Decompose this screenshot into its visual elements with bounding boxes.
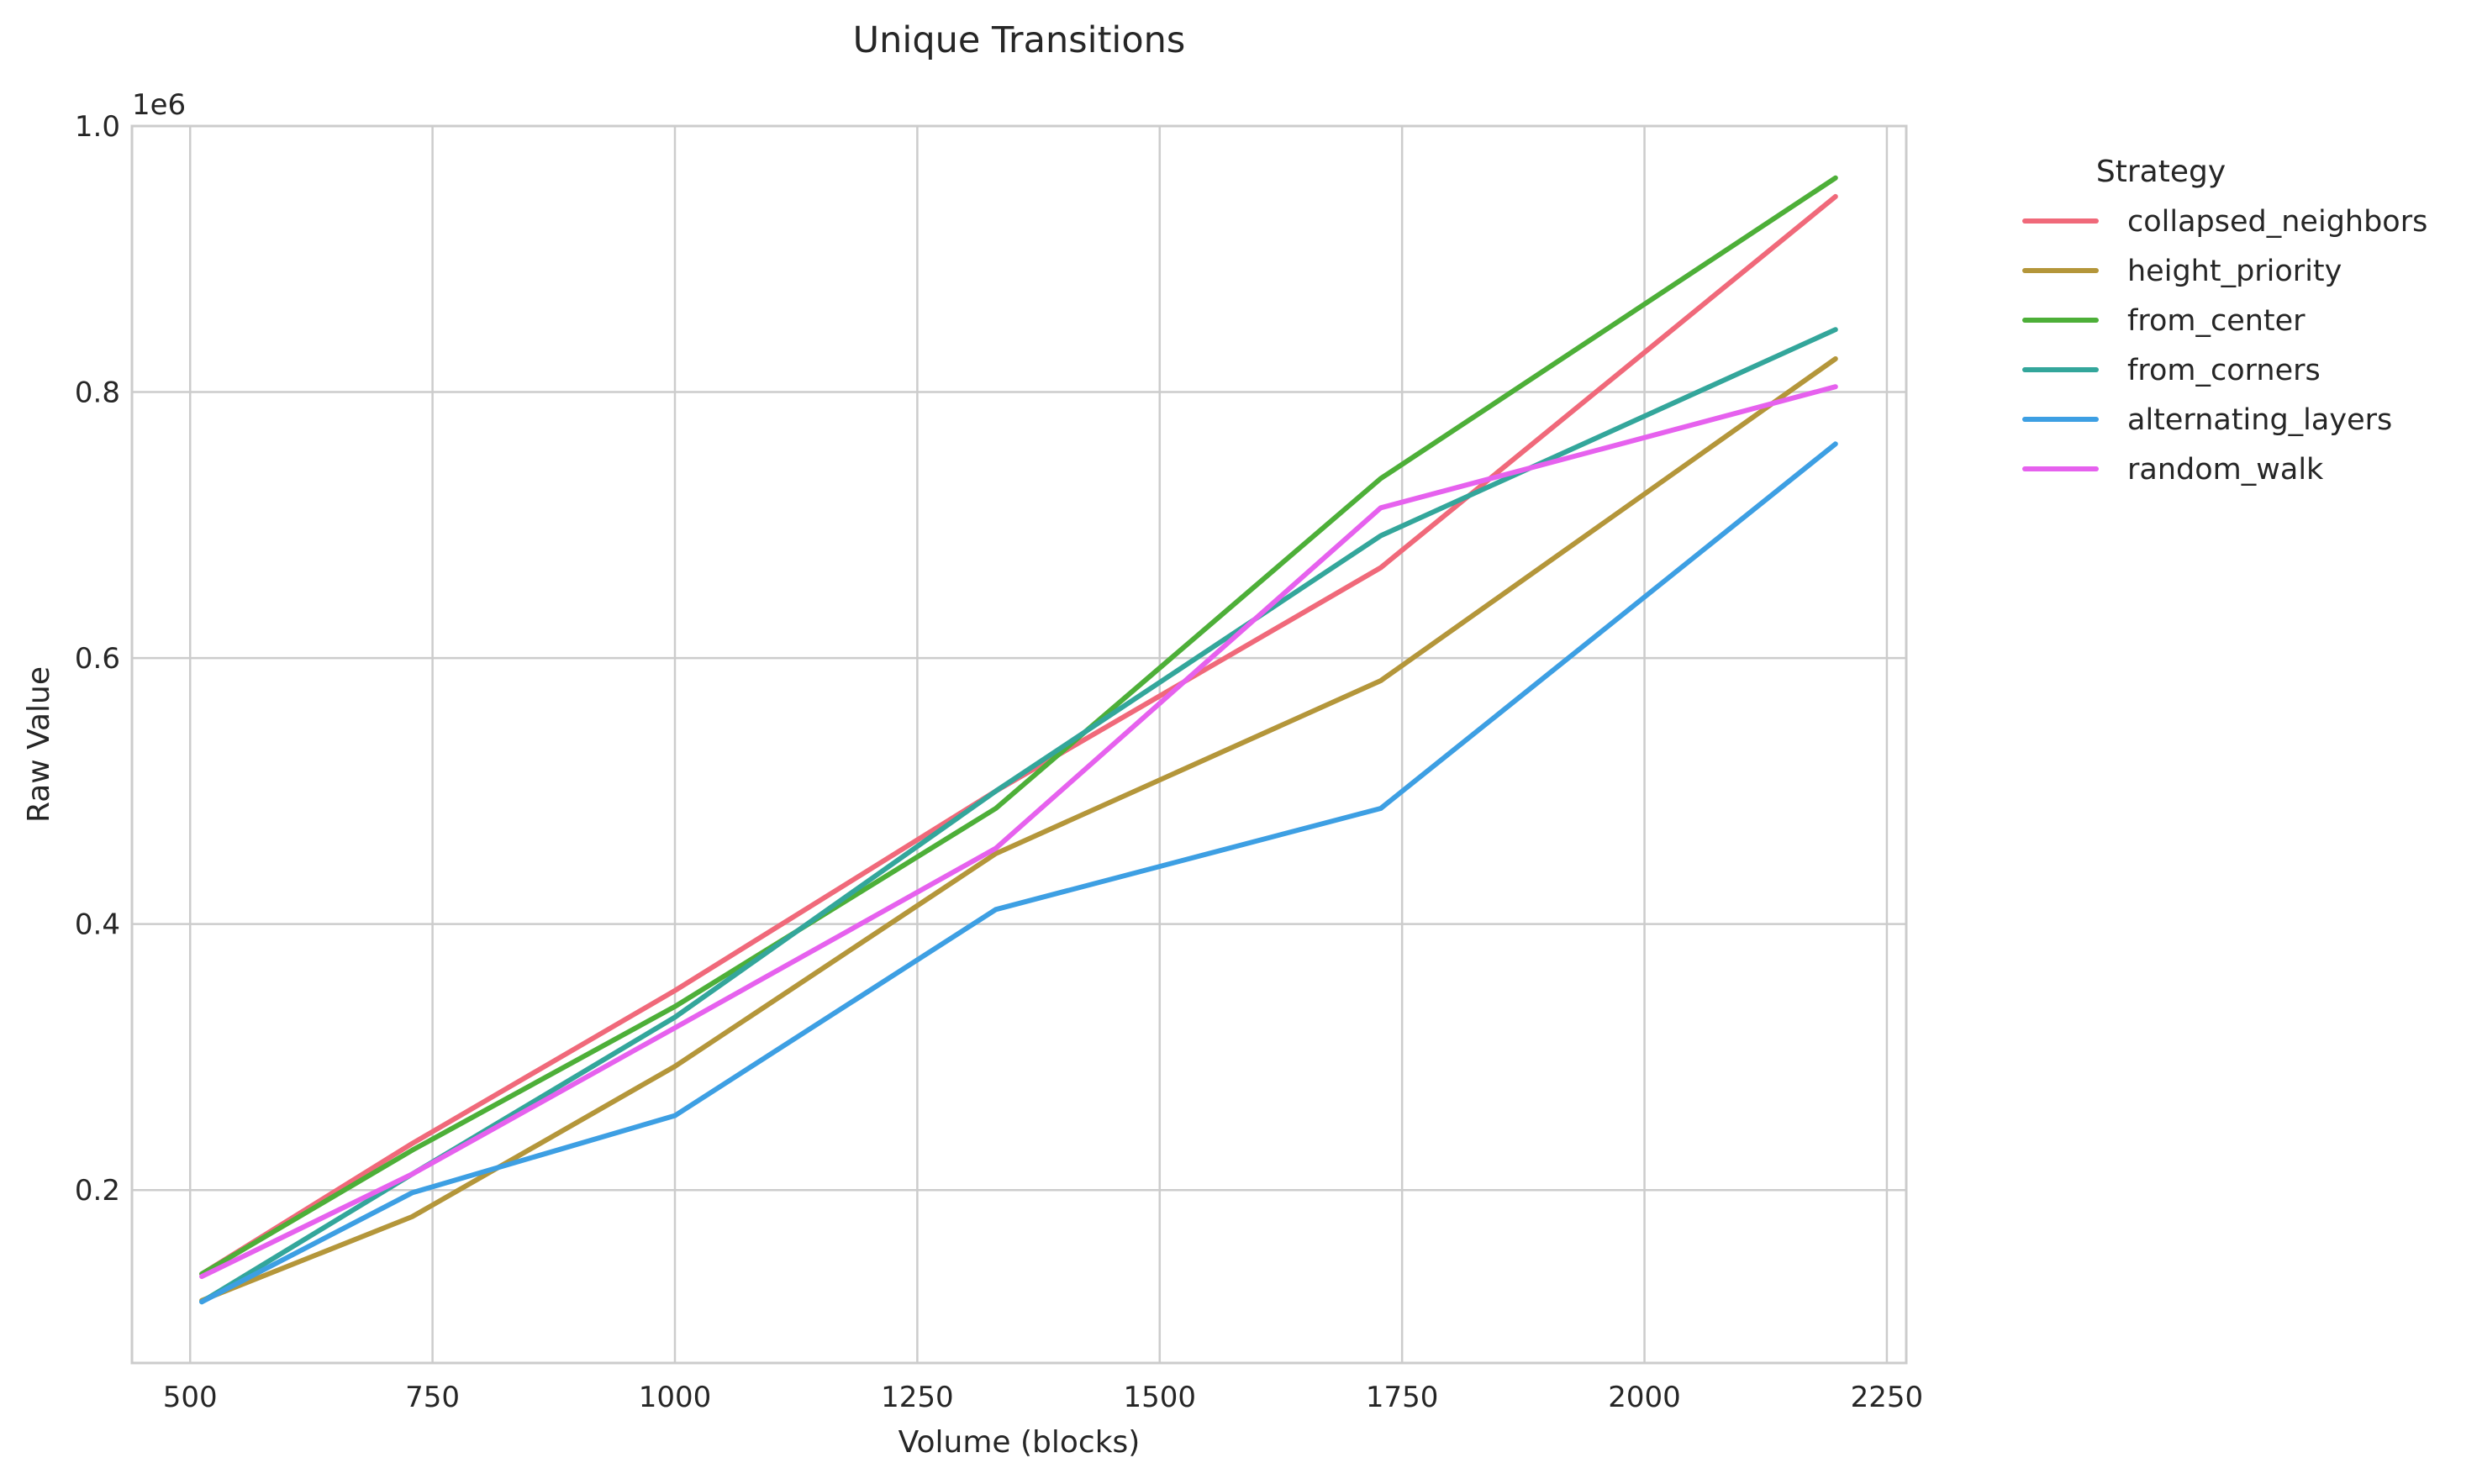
y-tick-label: 0.6	[75, 642, 120, 676]
y-tick-label: 0.2	[75, 1174, 120, 1208]
plot-frame	[130, 124, 1908, 1365]
legend-items: collapsed_neighbors height_priority from_c…	[2022, 205, 2427, 487]
legend-label: from_center	[2127, 304, 2305, 338]
legend-item-random-walk: random_walk	[2022, 453, 2324, 487]
series-line-collapsed-neighbors	[199, 193, 1838, 1276]
y-tick-label: 0.8	[75, 376, 120, 410]
x-tick-label: 1750	[1366, 1381, 1439, 1414]
legend-label: from_corners	[2127, 354, 2321, 387]
series-line-alternating-layers	[199, 441, 1838, 1305]
legend-item-alternating-layers: alternating_layers	[2022, 403, 2392, 437]
legend-item-from-center: from_center	[2022, 304, 2305, 338]
y-axis-label: Raw Value	[22, 666, 56, 823]
x-tick-label: 750	[405, 1381, 460, 1414]
series-line-random-walk	[199, 384, 1838, 1280]
legend-item-collapsed-neighbors: collapsed_neighbors	[2022, 205, 2427, 239]
series-lines	[199, 175, 1838, 1305]
y-axis-offset-label: 1e6	[132, 88, 186, 122]
x-tick-label: 2250	[1851, 1381, 1924, 1414]
legend-title: Strategy	[2096, 155, 2226, 189]
legend-label: random_walk	[2127, 453, 2324, 487]
tick-labels: 500 750 1000 1250 1500 1750 2000 2250 0.2 0.4 0.6 0…	[75, 110, 1923, 1414]
series-line-height-priority	[199, 356, 1838, 1303]
legend-item-from-corners: from_corners	[2022, 354, 2321, 387]
series-line-from-corners	[199, 327, 1838, 1305]
legend-label: height_priority	[2127, 255, 2342, 288]
legend-label: alternating_layers	[2127, 403, 2392, 437]
x-axis-label: Volume (blocks)	[898, 1425, 1141, 1460]
legend-label: collapsed_neighbors	[2127, 205, 2427, 239]
legend-item-height-priority: height_priority	[2022, 255, 2342, 288]
grid	[132, 124, 1906, 1363]
chart-title: Unique Transitions	[853, 19, 1186, 61]
series-line-from-center	[199, 175, 1838, 1276]
x-tick-label: 1500	[1123, 1381, 1196, 1414]
y-tick-label: 0.4	[75, 908, 120, 942]
x-tick-label: 2000	[1608, 1381, 1681, 1414]
legend: Strategy collapsed_neighbors height_prior…	[2022, 155, 2427, 487]
y-tick-label: 1.0	[75, 110, 120, 144]
x-tick-label: 1250	[881, 1381, 954, 1414]
x-tick-label: 1000	[639, 1381, 712, 1414]
x-tick-label: 500	[163, 1381, 218, 1414]
